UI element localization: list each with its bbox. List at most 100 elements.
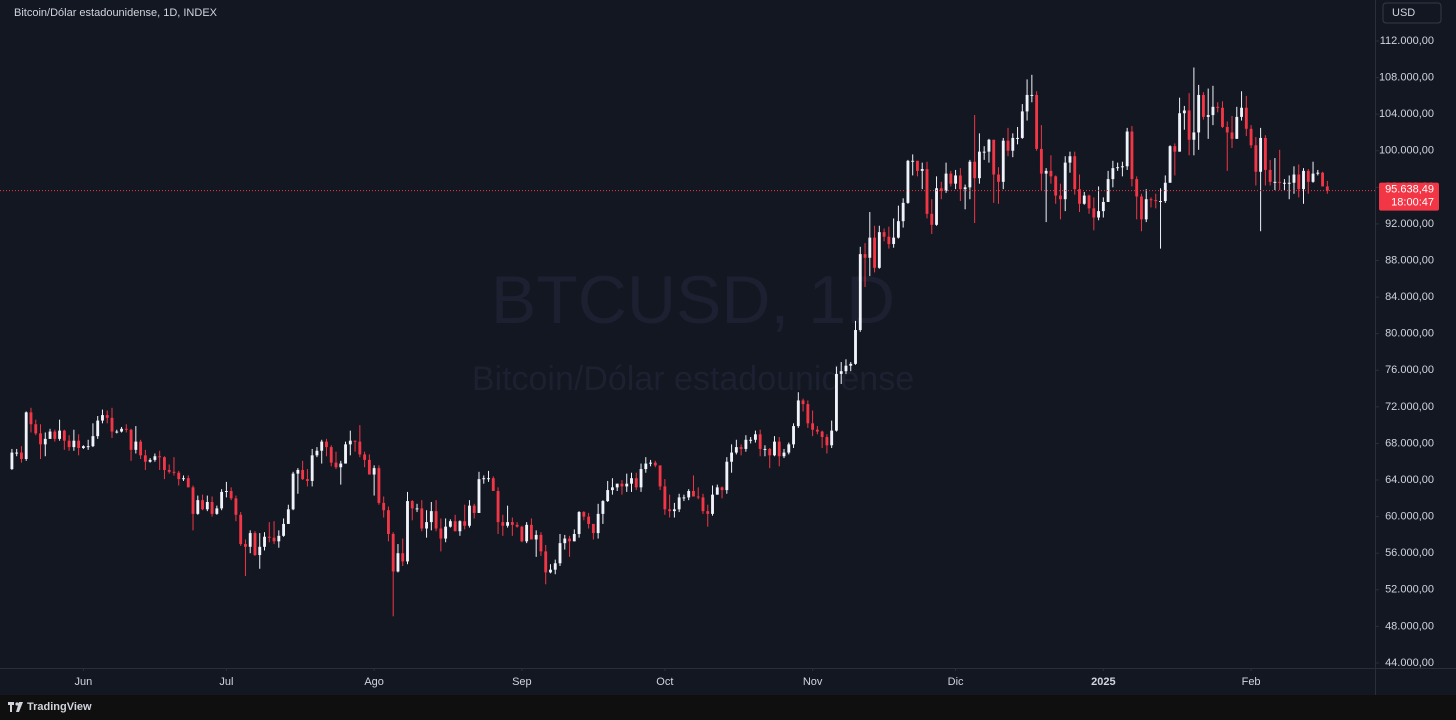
- candle-body: [749, 439, 753, 441]
- candle-body: [482, 478, 486, 480]
- candle-body: [796, 400, 800, 427]
- candle-body: [711, 494, 714, 514]
- candle-body: [849, 363, 853, 366]
- watermark-subtitle: Bitcoin/Dólar estadounidense: [472, 360, 914, 398]
- candle-body: [120, 428, 123, 432]
- y-tick-label: 84.000,00: [1385, 291, 1434, 303]
- candle-body: [1025, 94, 1029, 112]
- candle-body: [958, 175, 962, 190]
- candle-body: [272, 537, 276, 542]
- last-price-label: 95.638,49: [1385, 184, 1434, 196]
- candle-body: [596, 513, 600, 534]
- candle-body: [1187, 110, 1191, 140]
- candle-body: [1106, 179, 1110, 202]
- candle-body: [906, 160, 910, 203]
- y-tick-label: 44.000,00: [1385, 657, 1434, 669]
- candle-body: [410, 501, 414, 509]
- candle-body: [606, 490, 610, 502]
- candle-body: [1197, 94, 1201, 133]
- x-tick-label: Nov: [803, 676, 823, 688]
- candle-body: [406, 501, 409, 562]
- candle-body: [210, 501, 214, 514]
- candle-body: [744, 439, 748, 449]
- candle-body: [101, 415, 104, 421]
- candle-body: [1068, 156, 1072, 163]
- candle-body: [277, 535, 281, 542]
- candle-body: [692, 491, 695, 497]
- candle-body: [86, 446, 90, 448]
- candle-body: [806, 404, 810, 424]
- candle-body: [1283, 182, 1286, 184]
- candle-body: [182, 478, 185, 480]
- candle-body: [67, 440, 71, 448]
- y-tick-label: 52.000,00: [1385, 584, 1434, 596]
- candle-body: [854, 330, 857, 364]
- candle-body: [916, 160, 919, 171]
- candle-body: [663, 486, 667, 510]
- candle-body: [1149, 199, 1153, 201]
- candle-body: [1039, 148, 1043, 174]
- candle-body: [930, 213, 934, 225]
- y-tick-label: 72.000,00: [1385, 401, 1434, 413]
- candle-body: [1268, 169, 1272, 182]
- candle-body: [196, 500, 200, 514]
- candle-body: [615, 483, 619, 488]
- candle-body: [1059, 195, 1062, 200]
- candle-body: [248, 533, 252, 547]
- candle-body: [139, 441, 143, 456]
- candle-body: [1111, 168, 1115, 180]
- candle-body: [58, 430, 62, 439]
- candle-body: [172, 471, 176, 473]
- candle-body: [954, 175, 958, 184]
- candle-body: [363, 454, 367, 460]
- candle-body: [201, 500, 204, 510]
- candle-body: [1006, 140, 1010, 151]
- candle-body: [763, 448, 767, 450]
- y-tick-label: 76.000,00: [1385, 364, 1434, 376]
- candle-body: [773, 441, 776, 456]
- candle-body: [105, 415, 109, 418]
- candle-body: [129, 429, 133, 450]
- candle-body: [715, 487, 719, 495]
- candle-body: [725, 461, 729, 491]
- candle-body: [1087, 195, 1091, 209]
- candle-body: [620, 483, 624, 487]
- candle-body: [344, 444, 347, 464]
- candle-body: [1263, 137, 1267, 170]
- candle-body: [1116, 167, 1120, 169]
- candle-body: [305, 479, 309, 481]
- candle-body: [634, 478, 638, 488]
- candle-body: [229, 491, 233, 499]
- candle-body: [429, 511, 433, 523]
- candle-body: [1035, 94, 1039, 149]
- candle-body: [868, 237, 872, 258]
- candle-body: [544, 551, 548, 573]
- candle-body: [830, 430, 834, 446]
- candle-body: [267, 536, 271, 538]
- candle-body: [935, 188, 938, 225]
- last-price-box: [1379, 182, 1439, 211]
- candle-body: [1082, 195, 1086, 204]
- candle-body: [873, 237, 876, 268]
- candle-body: [48, 431, 52, 439]
- candle-body: [734, 447, 738, 453]
- candle-body: [1287, 182, 1291, 184]
- candle-body: [801, 400, 805, 405]
- candle-body: [1292, 174, 1296, 183]
- candle-body: [1044, 170, 1048, 174]
- candle-body: [630, 478, 633, 484]
- candle-body: [1001, 140, 1005, 182]
- candle-body: [1321, 172, 1325, 187]
- candle-body: [672, 509, 676, 512]
- candle-body: [72, 440, 76, 448]
- currency-button[interactable]: [1382, 2, 1442, 24]
- candle-body: [134, 441, 138, 450]
- candle-body: [244, 544, 247, 547]
- candle-body: [162, 457, 166, 470]
- candle-body: [463, 521, 467, 526]
- candle-body: [1078, 189, 1081, 204]
- candle-body: [291, 473, 295, 510]
- currency-label[interactable]: USD: [1392, 7, 1415, 19]
- candle-body: [582, 512, 586, 517]
- candle-body: [1135, 179, 1139, 197]
